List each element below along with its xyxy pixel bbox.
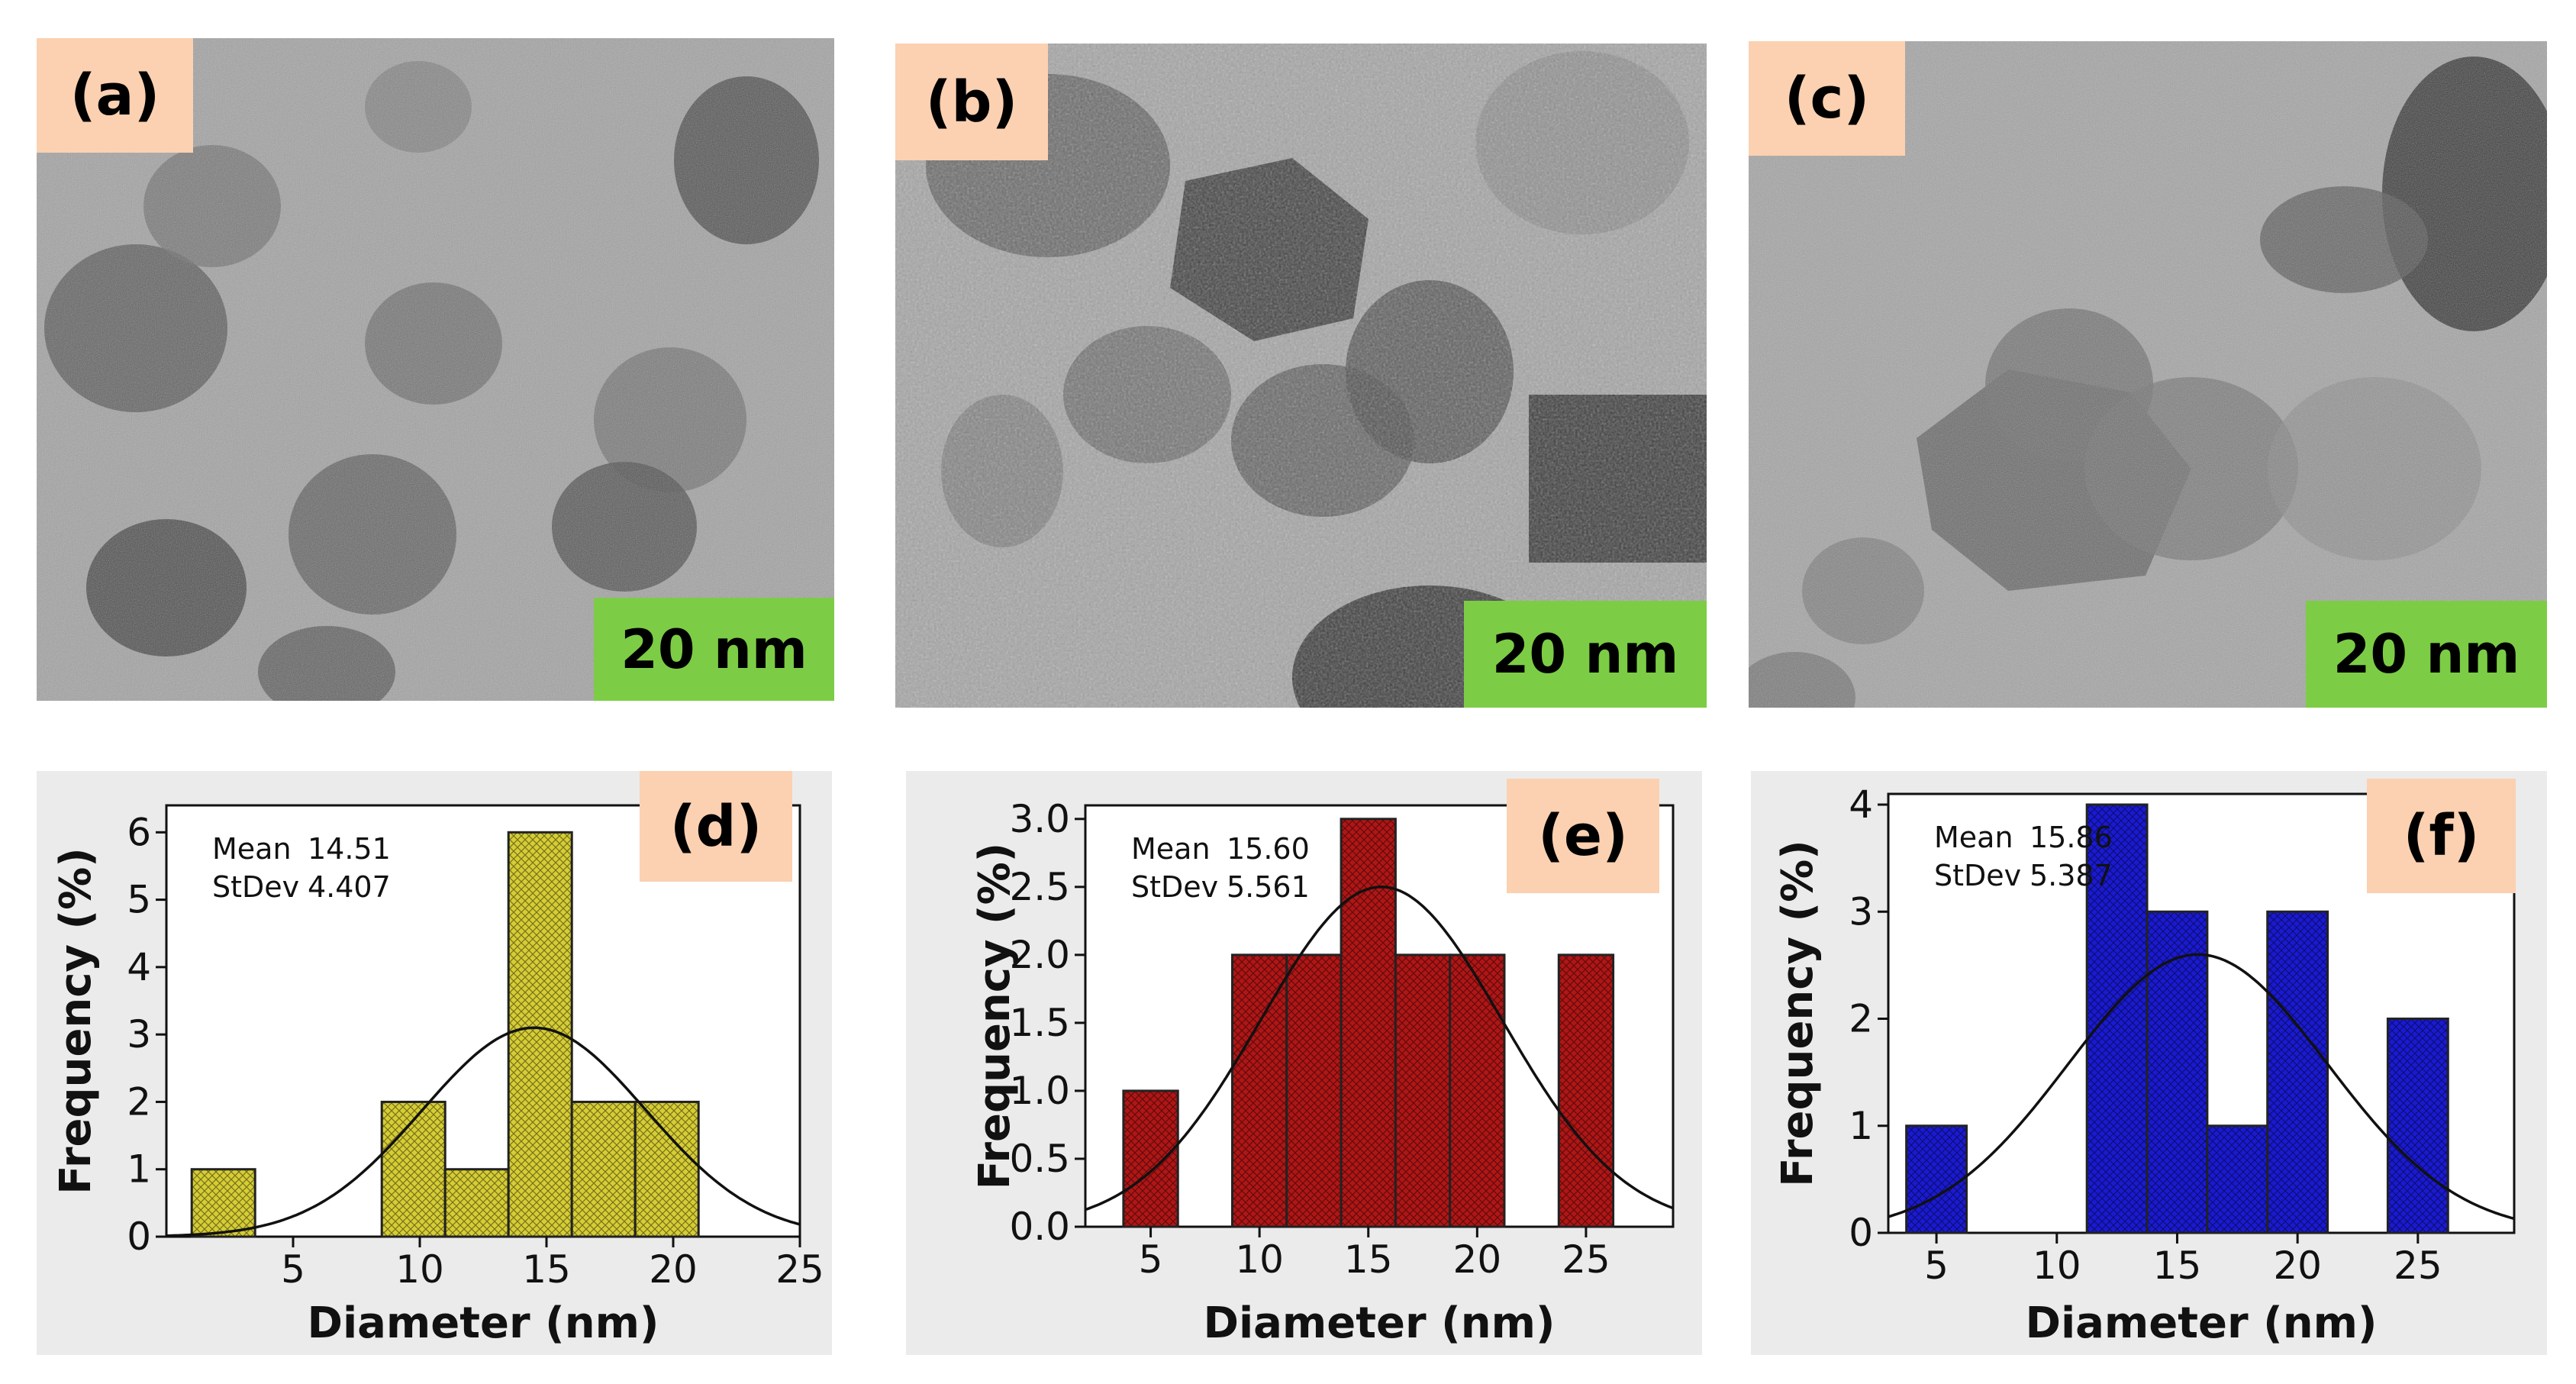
x-tick-label: 15 xyxy=(1344,1237,1393,1282)
y-tick-label: 5 xyxy=(127,878,151,922)
y-tick-label: 6 xyxy=(127,810,151,854)
normal-fit-curve xyxy=(1085,886,1674,1211)
y-tick-label: 2 xyxy=(127,1079,151,1124)
tem-micrograph-a xyxy=(37,38,834,701)
histogram-bar xyxy=(1285,953,1343,1228)
y-tick-label: 2.0 xyxy=(1009,933,1070,977)
tem-image-c: (c) 20 nm xyxy=(1749,41,2547,708)
y-tick-label: 4 xyxy=(127,945,151,989)
histogram-f: 0 1 2 3 4 5 10 15 20 25 Diameter (nm) Frequency (%)… xyxy=(1751,771,2547,1355)
stats-mean-label: Mean xyxy=(1934,821,2013,854)
stats-mean-value: 15.60 xyxy=(1227,832,1310,866)
y-tick-label: 4 xyxy=(1849,782,1873,827)
y-tick-label: 0 xyxy=(127,1215,151,1259)
x-tick-label: 10 xyxy=(395,1247,444,1292)
histogram-bar xyxy=(2266,910,2329,1234)
y-axis-label: Frequency (%) xyxy=(51,847,101,1195)
scale-bar-c: 20 nm xyxy=(2306,601,2547,708)
histogram-bar xyxy=(2146,910,2209,1234)
panel-label-a: (a) xyxy=(37,38,193,153)
y-tick-label: 3 xyxy=(127,1012,151,1057)
y-tick-label: 1 xyxy=(127,1147,151,1192)
x-tick-label: 20 xyxy=(1453,1237,1502,1282)
histogram-e: 0.0 0.5 1.0 1.5 2.0 2.5 3.0 5 10 15 20 25 Diameter (… xyxy=(906,771,1702,1355)
tem-image-b: (b) 20 nm xyxy=(895,44,1707,708)
histogram-bar xyxy=(2206,1124,2269,1234)
y-tick-label: 1.0 xyxy=(1009,1069,1070,1113)
panel-label-d: (d) xyxy=(640,771,792,882)
scale-bar-a: 20 nm xyxy=(594,598,834,701)
x-axis-label: Diameter (nm) xyxy=(1203,1299,1555,1348)
y-tick-label: 2.5 xyxy=(1009,865,1070,909)
histogram-f-svg: 0 1 2 3 4 5 10 15 20 25 Diameter (nm) Frequency (%)… xyxy=(1773,782,2516,1348)
y-tick-label: 0.0 xyxy=(1009,1205,1070,1249)
histogram-bar xyxy=(1122,1089,1179,1228)
y-tick-label: 0 xyxy=(1849,1211,1873,1255)
x-tick-label: 10 xyxy=(1235,1237,1284,1282)
stats-sd-value: 5.561 xyxy=(1227,870,1310,904)
stats-mean-value: 15.86 xyxy=(2030,821,2113,854)
y-tick-label: 2 xyxy=(1849,997,1873,1041)
x-tick-label: 15 xyxy=(522,1247,571,1292)
stats-sd-value: 4.407 xyxy=(308,870,391,904)
scale-bar-b: 20 nm xyxy=(1464,601,1707,708)
tem-image-a: (a) 20 nm xyxy=(37,38,834,701)
x-tick-label: 20 xyxy=(649,1247,698,1292)
histogram-bar xyxy=(1449,953,1506,1228)
x-tick-label: 5 xyxy=(1139,1237,1163,1282)
panel-label-b: (b) xyxy=(895,44,1048,160)
y-tick-label: 3 xyxy=(1849,889,1873,934)
histogram-bar xyxy=(1231,953,1288,1228)
x-axis-label: Diameter (nm) xyxy=(2025,1299,2377,1348)
histogram-bar xyxy=(570,1100,637,1238)
x-tick-label: 15 xyxy=(2153,1244,2202,1288)
stats-mean-label: Mean xyxy=(212,832,292,866)
x-tick-label: 20 xyxy=(2273,1244,2322,1288)
y-tick-label: 1.5 xyxy=(1009,1001,1070,1045)
stats-mean-value: 14.51 xyxy=(308,832,391,866)
x-tick-label: 25 xyxy=(2394,1244,2442,1288)
normal-fit-curve xyxy=(166,1026,801,1237)
stats-mean-label: Mean xyxy=(1131,832,1211,866)
histogram-bar xyxy=(1340,818,1397,1228)
panel-label-f: (f) xyxy=(2367,779,2516,893)
y-tick-label: 0.5 xyxy=(1009,1137,1070,1181)
panel-label-e: (e) xyxy=(1507,779,1659,893)
stats-sd-value: 5.387 xyxy=(2030,859,2113,892)
histogram-bar xyxy=(190,1168,256,1238)
x-tick-label: 25 xyxy=(1562,1237,1610,1282)
stats-sd-label: StDev xyxy=(1131,870,1218,904)
stats-sd-label: StDev xyxy=(1934,859,2021,892)
panel-label-c: (c) xyxy=(1749,41,1905,156)
x-tick-label: 5 xyxy=(281,1247,305,1292)
histogram-bar xyxy=(443,1168,510,1238)
histogram-bar xyxy=(1394,953,1452,1228)
x-tick-label: 25 xyxy=(775,1247,824,1292)
x-tick-label: 10 xyxy=(2033,1244,2081,1288)
histogram-bar xyxy=(2085,803,2149,1234)
y-tick-label: 3.0 xyxy=(1009,797,1070,841)
histogram-bar xyxy=(380,1100,447,1238)
x-axis-label: Diameter (nm) xyxy=(307,1299,659,1348)
x-tick-label: 5 xyxy=(1924,1244,1949,1288)
histogram-bar xyxy=(1905,1124,1968,1234)
y-axis-label: Frequency (%) xyxy=(1773,840,1823,1187)
stats-sd-label: StDev xyxy=(212,870,299,904)
histogram-bar xyxy=(2386,1018,2449,1234)
histogram-bar xyxy=(634,1100,700,1238)
y-tick-label: 1 xyxy=(1849,1104,1873,1148)
normal-fit-curve xyxy=(1888,953,2515,1221)
y-axis-label: Frequency (%) xyxy=(970,843,1020,1190)
histogram-d-svg: 0 1 2 3 4 5 6 5 10 15 20 25 Diameter (nm) Frequency (… xyxy=(51,804,824,1348)
histogram-d: 0 1 2 3 4 5 6 5 10 15 20 25 Diameter (nm) Frequency (… xyxy=(37,771,832,1355)
histogram-bar xyxy=(1557,953,1615,1228)
